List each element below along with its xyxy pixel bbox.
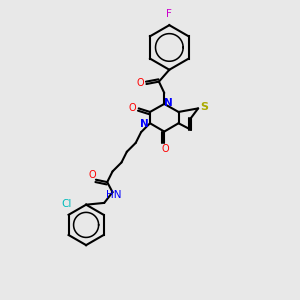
Text: N: N [164,98,173,108]
Text: HN: HN [106,190,122,200]
Text: O: O [88,170,96,180]
Text: S: S [201,102,209,112]
Text: O: O [128,103,136,113]
Text: Cl: Cl [61,199,72,209]
Text: N: N [140,119,149,129]
Text: F: F [167,9,172,19]
Text: O: O [136,78,144,88]
Text: O: O [162,144,169,154]
